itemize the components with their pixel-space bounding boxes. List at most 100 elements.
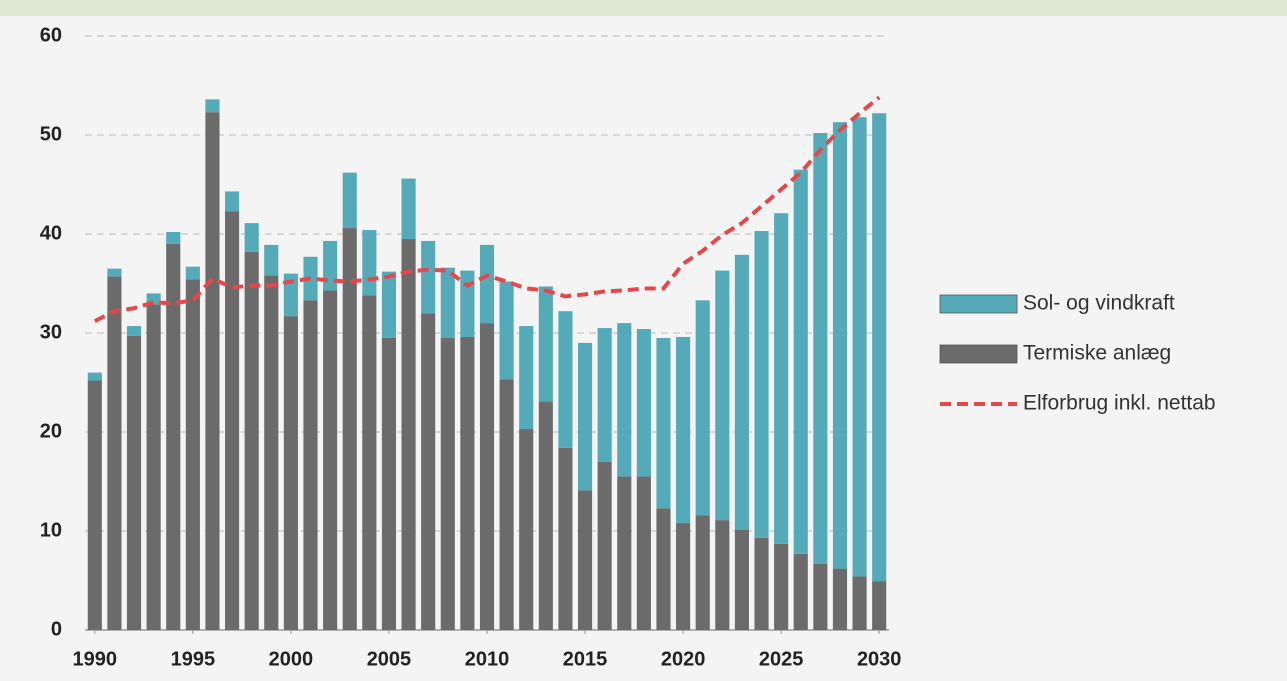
bar-segment	[440, 267, 455, 338]
bar-segment	[264, 244, 279, 276]
bar-segment	[558, 311, 573, 448]
bar-segment	[460, 270, 475, 337]
bar-segment	[676, 336, 691, 524]
bar-segment	[754, 231, 769, 538]
legend-label: Termiske anlæg	[1023, 342, 1171, 365]
bar-segment	[421, 313, 436, 630]
y-tick-label: 60	[40, 24, 62, 46]
bar-segment	[401, 178, 416, 239]
bar-segment	[695, 300, 710, 516]
x-tick-label: 2010	[465, 648, 510, 670]
bar-segment	[107, 268, 122, 277]
legend-swatch	[939, 294, 1018, 314]
bar-segment	[440, 337, 455, 630]
bar-segment	[185, 266, 200, 280]
bar-segment	[362, 295, 377, 630]
bar-segment	[538, 401, 553, 630]
bar-segment	[264, 275, 279, 630]
bar-segment	[715, 520, 730, 630]
y-tick-label: 40	[40, 222, 62, 244]
x-tick-label: 2020	[661, 648, 706, 670]
y-tick-label: 10	[40, 519, 62, 541]
x-tick-label: 2015	[563, 648, 608, 670]
top-strip	[0, 0, 1287, 16]
bar-segment	[499, 379, 514, 630]
bar-segment	[342, 172, 357, 229]
y-tick-label: 30	[40, 321, 62, 343]
bar-segment	[479, 244, 495, 324]
bar-segment	[519, 326, 534, 430]
bar-segment	[225, 211, 240, 631]
bar-segment	[852, 117, 867, 577]
x-tick-label: 2005	[367, 648, 412, 670]
bar-segment	[872, 113, 887, 582]
bar-segment	[558, 447, 573, 630]
bar-segment	[283, 316, 298, 630]
bar-segment	[656, 337, 671, 509]
bar-segment	[421, 240, 436, 314]
y-tick-label: 50	[40, 123, 62, 145]
bar-segment	[617, 323, 632, 477]
bar-segment	[617, 476, 632, 630]
bar-segment	[695, 515, 710, 630]
bar-segment	[577, 490, 593, 630]
bar-segment	[793, 553, 808, 630]
bar-segment	[323, 290, 338, 630]
x-tick-label: 1990	[73, 648, 118, 670]
x-tick-label: 2025	[759, 648, 804, 670]
x-tick-label: 2030	[857, 648, 902, 670]
x-tick-label: 1995	[171, 648, 216, 670]
bar-segment	[401, 238, 416, 630]
bar-segment	[87, 372, 102, 381]
x-tick-label: 2000	[269, 648, 314, 670]
bar-segment	[166, 232, 181, 244]
bar-segment	[499, 281, 514, 380]
bar-segment	[185, 279, 200, 630]
y-tick-label: 0	[51, 618, 62, 640]
bar-segment	[107, 276, 122, 630]
line-series	[93, 95, 881, 323]
bar-segment	[852, 576, 867, 630]
legend-swatch	[939, 344, 1018, 364]
y-tick-label: 20	[40, 420, 62, 442]
bar-segment	[813, 563, 828, 630]
legend-label: Elforbrug inkl. nettab	[1023, 392, 1216, 415]
bar-segment	[381, 337, 397, 630]
bar-segment	[832, 122, 848, 569]
bar-segment	[577, 342, 593, 491]
bar-segment	[362, 230, 377, 296]
bar-segment	[126, 326, 142, 336]
bar-segment	[460, 336, 475, 630]
bar-segment	[636, 329, 651, 477]
bar-segment	[205, 112, 220, 631]
bar-segment	[87, 380, 102, 630]
bar-segment	[832, 568, 848, 630]
bar-segment	[774, 543, 789, 630]
bar-segment	[205, 99, 220, 113]
bar-segment	[734, 530, 749, 630]
bar-segment	[754, 537, 769, 630]
bar-segment	[244, 223, 259, 252]
bar-segment	[479, 323, 495, 630]
bar-segment	[656, 508, 671, 630]
legend-label: Sol- og vindkraft	[1023, 292, 1175, 315]
bar-segment	[872, 581, 887, 630]
bar-segment	[813, 133, 828, 564]
bar-segment	[146, 293, 161, 305]
bar-segment	[715, 270, 730, 521]
bar-segment	[381, 271, 397, 338]
bar-segment	[166, 243, 181, 630]
bar-segment	[793, 169, 808, 554]
bar-segment	[323, 240, 338, 291]
bar-segment	[636, 476, 651, 630]
bar-segment	[774, 213, 789, 544]
bar-segment	[225, 191, 240, 212]
bar-segment	[519, 429, 534, 630]
bar-segment	[676, 523, 691, 630]
bar-segment	[244, 251, 259, 630]
bar-segment	[303, 300, 318, 630]
bar-segment	[146, 304, 161, 630]
bar-segment	[597, 328, 612, 462]
bar-segment	[342, 228, 357, 630]
